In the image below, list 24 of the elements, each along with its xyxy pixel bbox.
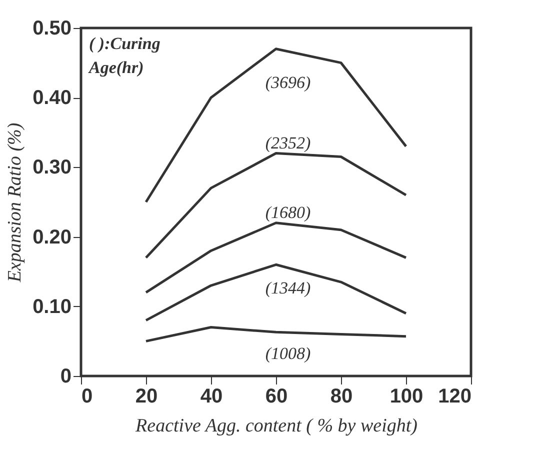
y-tick-label: 0.50 bbox=[32, 18, 72, 40]
series-label: (1344) bbox=[265, 278, 311, 298]
x-tick-label: 60 bbox=[265, 386, 288, 408]
line-series bbox=[144, 152, 408, 259]
series-label: (3696) bbox=[265, 72, 311, 92]
y-tick-label: 0.20 bbox=[32, 226, 72, 248]
series-label: (1680) bbox=[265, 202, 311, 222]
x-axis-title: Reactive Agg. content ( % by weight) bbox=[134, 416, 418, 436]
annotation: ( ):Curing Age(hr) bbox=[88, 34, 161, 77]
line-series bbox=[144, 263, 408, 322]
series-label: (1008) bbox=[265, 344, 311, 364]
y-tick-label: 0 bbox=[60, 366, 72, 388]
x-tick-label: 0 bbox=[82, 386, 93, 408]
x-tick-label: 120 bbox=[438, 386, 472, 408]
y-axis-title: Expansion Ratio (%) bbox=[4, 122, 26, 284]
x-tick-label: 40 bbox=[200, 386, 223, 408]
x-tick-label: 20 bbox=[135, 386, 158, 408]
y-tick-label: 0.40 bbox=[32, 87, 72, 110]
x-tick-label: 100 bbox=[390, 386, 424, 408]
x-tick-label: 80 bbox=[330, 386, 353, 408]
y-tick-label: 0.30 bbox=[32, 156, 72, 179]
y-tick-label: 0.10 bbox=[32, 296, 72, 318]
series-label: (2352) bbox=[265, 133, 311, 152]
line-series bbox=[144, 326, 408, 342]
